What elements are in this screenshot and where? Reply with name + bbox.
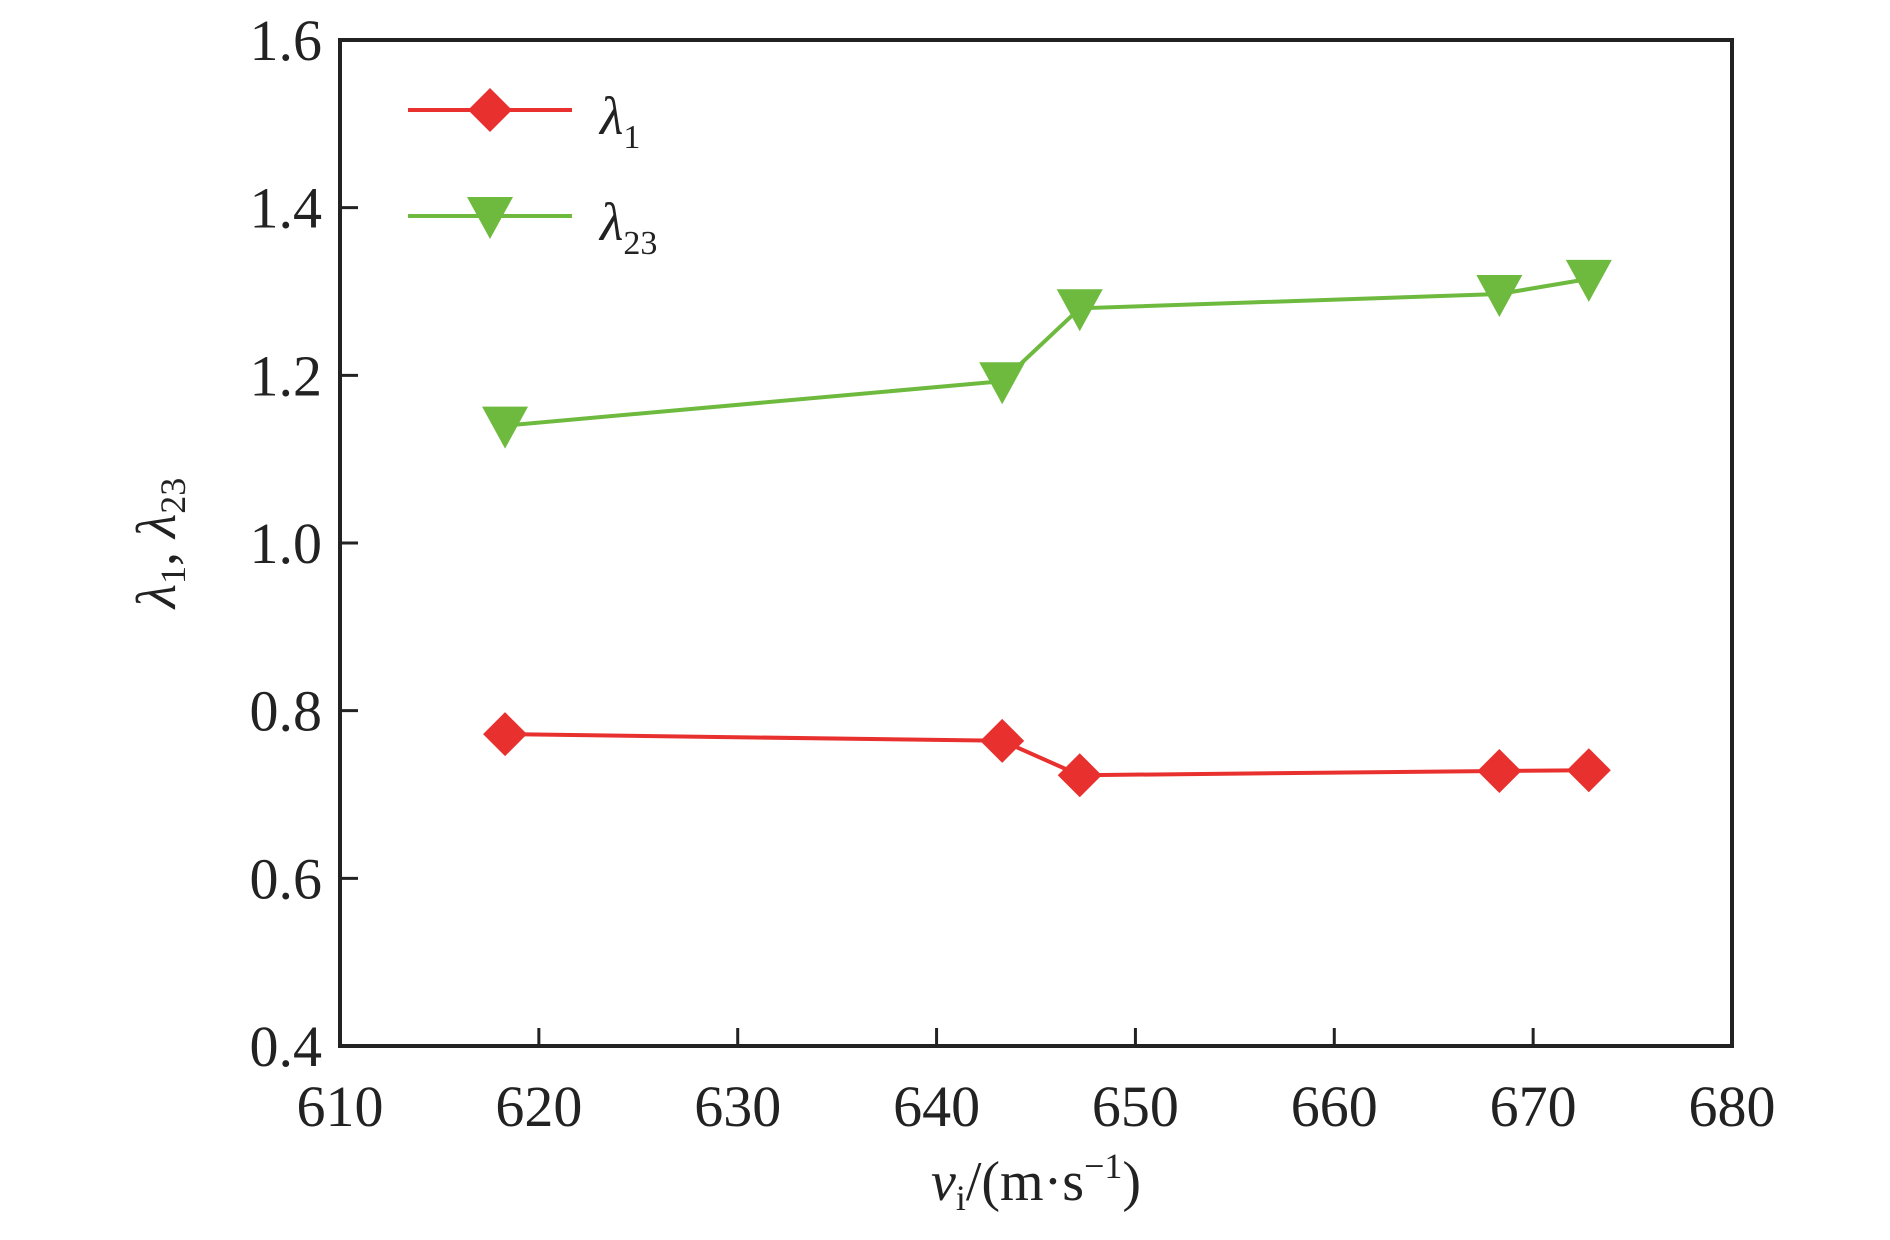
data-point <box>1565 259 1612 302</box>
legend-label: λ1 <box>598 86 640 156</box>
data-point <box>979 362 1026 405</box>
x-tick-label: 650 <box>1092 1074 1179 1139</box>
legend-entry: λ1 <box>408 86 640 156</box>
legend: λ1 λ23 <box>408 86 657 262</box>
plot-frame <box>338 38 1734 1048</box>
y-axis-title-b: λ <box>126 514 188 540</box>
x-tick-label: 670 <box>1490 1074 1577 1139</box>
legend-marker <box>467 197 513 239</box>
series-1 <box>483 712 1611 798</box>
legend-marker <box>468 88 512 132</box>
x-axis-title-rest: /(m·s <box>966 1151 1084 1213</box>
series-layer <box>482 259 1612 798</box>
data-point <box>483 712 528 757</box>
data-point <box>1476 275 1523 318</box>
y-axis-title: λ1, λ23 <box>126 478 193 611</box>
y-tick-label: 0.4 <box>250 1014 323 1079</box>
x-axis-title-close: ) <box>1122 1151 1141 1213</box>
y-tick-label: 1.4 <box>250 176 323 241</box>
x-axis-title: vi/(m·s−1) <box>931 1146 1141 1218</box>
y-tick-label: 0.8 <box>250 679 323 744</box>
series-2 <box>482 259 1612 449</box>
data-point <box>980 718 1025 763</box>
y-axis-title-a: λ <box>126 584 188 610</box>
y-tick-label: 0.6 <box>250 846 323 911</box>
data-point <box>1566 748 1611 793</box>
x-axis-title-var: v <box>931 1151 956 1213</box>
y-tick-label: 1.0 <box>250 511 323 576</box>
data-point <box>482 406 529 449</box>
x-axis-title-sub: i <box>956 1178 966 1218</box>
x-tick-label: 630 <box>694 1074 781 1139</box>
y-tick-label: 1.6 <box>250 8 323 73</box>
y-axis-title-a-sub: 1 <box>153 566 193 584</box>
y-axis-title-sep: , <box>126 538 188 566</box>
legend-label: λ23 <box>598 192 657 262</box>
legend-entry: λ23 <box>408 192 657 262</box>
x-axis-title-sup: −1 <box>1084 1146 1122 1186</box>
x-tick-label: 640 <box>893 1074 980 1139</box>
data-point <box>1056 289 1103 332</box>
y-axis-title-b-sub: 23 <box>153 478 193 514</box>
data-point <box>1477 749 1522 794</box>
data-point <box>1057 753 1102 798</box>
y-tick-label: 1.2 <box>250 343 323 408</box>
x-tick-label: 680 <box>1689 1074 1776 1139</box>
x-tick-label: 610 <box>297 1074 384 1139</box>
axis-ticks: 610 620 630 640 650 660 670 680 0.4 0.6 0.8 1.0 1.2 1… <box>250 8 1776 1139</box>
x-tick-label: 620 <box>495 1074 582 1139</box>
x-tick-label: 660 <box>1291 1074 1378 1139</box>
